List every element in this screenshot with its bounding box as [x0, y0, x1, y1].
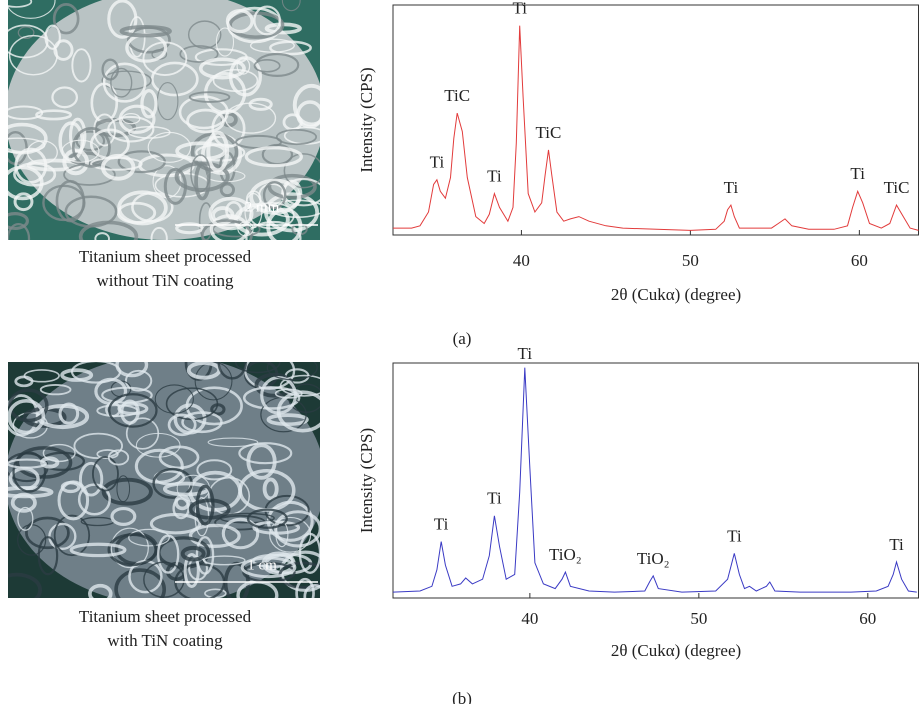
peak-label: Ti: [850, 164, 865, 183]
peak-label: TiC: [536, 123, 562, 142]
panel-label: (b): [452, 689, 472, 704]
x-axis-label: 2θ (Cukα) (degree): [611, 641, 741, 660]
x-tick-label: 40: [521, 609, 538, 628]
photo-b: [0, 346, 329, 608]
peak-label: Ti: [724, 178, 739, 197]
peak-label: TiC: [444, 86, 470, 105]
peak-label: Ti: [430, 153, 445, 172]
figure: 2 mm 1 cm Titanium sheet processed witho…: [0, 0, 919, 704]
caption: Titanium sheet processed: [79, 247, 252, 266]
peak-label: Ti: [487, 167, 502, 186]
y-axis-label: Intensity (CPS): [357, 67, 376, 172]
panel-label: (a): [453, 329, 472, 348]
scale-label: 2 mm: [245, 199, 280, 215]
x-axis-label: 2θ (Cukα) (degree): [611, 285, 741, 304]
spectrum-line: [393, 26, 919, 231]
peak-label: Ti: [512, 0, 527, 18]
x-tick-label: 50: [690, 609, 707, 628]
peak-label: TiC: [884, 178, 910, 197]
peak-label: TiO₂: [549, 545, 582, 564]
x-tick-label: 40: [513, 251, 530, 270]
caption: without TiN coating: [97, 271, 234, 290]
x-tick-label: 60: [859, 609, 876, 628]
peak-label: TiO₂: [637, 549, 670, 568]
peak-label: Ti: [434, 515, 449, 534]
x-tick-label: 60: [851, 251, 868, 270]
caption: Titanium sheet processed: [79, 607, 252, 626]
peak-label: Ti: [518, 344, 533, 363]
photo-a: [0, 0, 328, 254]
peak-label: Ti: [727, 526, 742, 545]
peak-label: Ti: [889, 535, 904, 554]
y-axis-label: Intensity (CPS): [357, 428, 376, 533]
caption: with TiN coating: [107, 631, 223, 650]
scale-label: 1 cm: [247, 557, 277, 573]
peak-label: Ti: [487, 489, 502, 508]
x-tick-label: 50: [682, 251, 699, 270]
